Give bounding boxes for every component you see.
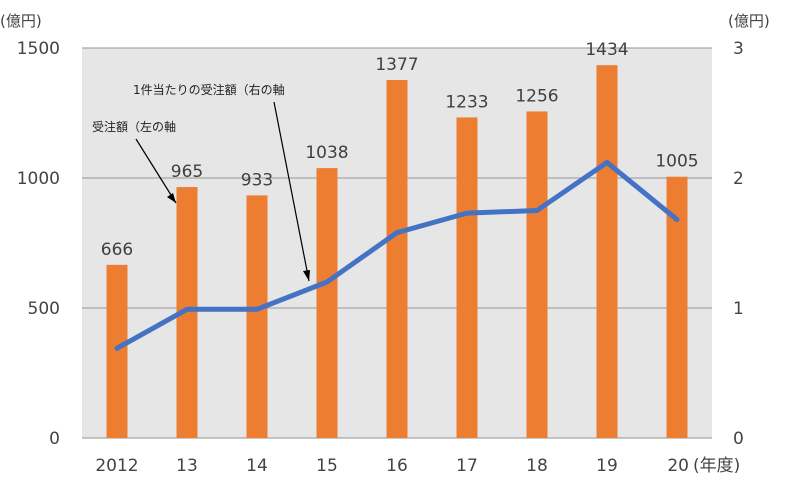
x-axis-unit: (年度) <box>693 456 740 476</box>
left-tick-label: 500 <box>28 299 60 319</box>
x-tick-label: 16 <box>386 456 408 476</box>
bar-value-label: 666 <box>101 240 133 260</box>
line-series <box>114 159 680 351</box>
bar <box>246 195 268 438</box>
bar <box>106 264 128 438</box>
right-axis-ticks: 0 1 2 3 <box>733 39 744 449</box>
bar-value-label: 1377 <box>375 55 418 75</box>
left-tick-label: 0 <box>49 429 60 449</box>
bar-series <box>106 65 688 439</box>
bar <box>526 111 548 438</box>
left-tick-label: 1000 <box>17 169 60 189</box>
annotation-order-amount: 受注額（左の軸 <box>92 119 176 134</box>
bar-value-label: 1005 <box>655 152 698 172</box>
bar <box>456 117 478 439</box>
bar-value-label: 1233 <box>445 92 488 112</box>
right-tick-label: 0 <box>733 429 744 449</box>
annotation-per-order-amount: 1件当たりの受注額（右の軸 <box>133 82 285 97</box>
right-axis-unit: (億円) <box>728 12 770 30</box>
bar-data-labels: 666 965 933 1038 1377 1233 1256 1434 1005 <box>101 40 699 260</box>
bar-value-label: 1038 <box>305 143 348 163</box>
x-tick-label: 15 <box>316 456 338 476</box>
bar <box>596 65 618 438</box>
x-tick-label: 13 <box>176 456 198 476</box>
annotation-per-order-amount-arrowhead <box>303 270 310 281</box>
x-tick-label: 2012 <box>95 456 138 476</box>
right-tick-label: 2 <box>733 169 744 189</box>
annotation-per-order-amount-arrow <box>273 101 310 282</box>
bar <box>316 168 338 438</box>
bar-value-label: 965 <box>171 162 203 182</box>
x-tick-label: 20 <box>667 456 689 476</box>
right-tick-label: 1 <box>733 299 744 319</box>
annotation-order-amount-arrowhead <box>167 193 176 203</box>
x-tick-label: 17 <box>456 456 478 476</box>
bar-value-label: 1256 <box>515 86 558 106</box>
left-tick-label: 1500 <box>17 39 60 59</box>
bar <box>176 187 198 438</box>
left-axis-unit: (億円) <box>0 12 42 30</box>
annotation-order-amount-arrow <box>135 138 177 204</box>
x-tick-label: 14 <box>246 456 268 476</box>
x-tick-label: 19 <box>596 456 618 476</box>
bar-value-label: 1434 <box>585 40 628 60</box>
bar-value-label: 933 <box>241 170 273 190</box>
right-tick-label: 3 <box>733 39 744 59</box>
left-axis-ticks: 0 500 1000 1500 <box>17 39 60 449</box>
bar <box>386 79 408 438</box>
x-tick-label: 18 <box>526 456 548 476</box>
x-axis-ticks: 2012 13 14 15 16 17 18 19 20 <box>95 456 689 476</box>
bar <box>666 176 688 438</box>
